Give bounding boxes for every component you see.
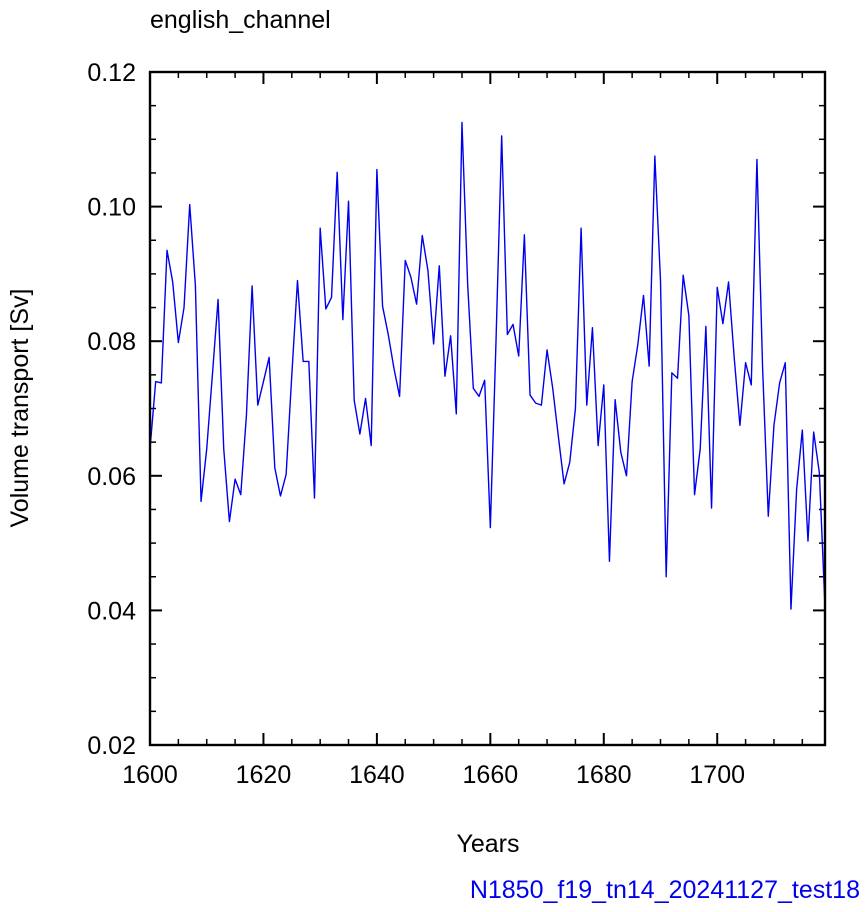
x-tick-label: 1660 (463, 761, 519, 789)
x-tick-label: 1620 (236, 761, 292, 789)
x-axis-title: Years (456, 830, 519, 858)
x-tick-label: 1680 (576, 761, 632, 789)
chart-title: english_channel (150, 6, 331, 34)
y-tick-label: 0.06 (87, 463, 136, 491)
axis-ticks (149, 71, 825, 746)
y-tick-label: 0.08 (87, 328, 136, 356)
x-tick-label: 1700 (689, 761, 745, 789)
x-tick-label: 1600 (122, 761, 178, 789)
y-tick-label: 0.12 (87, 59, 136, 87)
axis-tick-labels: 1600 1620 1640 1660 1680 1700 0.02 0.04 0.06 0.08… (87, 59, 745, 789)
y-tick-label: 0.04 (87, 597, 136, 625)
series-line (149, 121, 826, 610)
y-tick-label: 0.02 (87, 732, 136, 760)
plot-frame (148, 70, 827, 747)
y-tick-label: 0.10 (87, 194, 136, 222)
case-label: N1850_f19_tn14_20241127_test18 (470, 876, 860, 904)
y-axis-title: Volume transport [Sv] (6, 288, 34, 527)
x-tick-label: 1640 (349, 761, 405, 789)
